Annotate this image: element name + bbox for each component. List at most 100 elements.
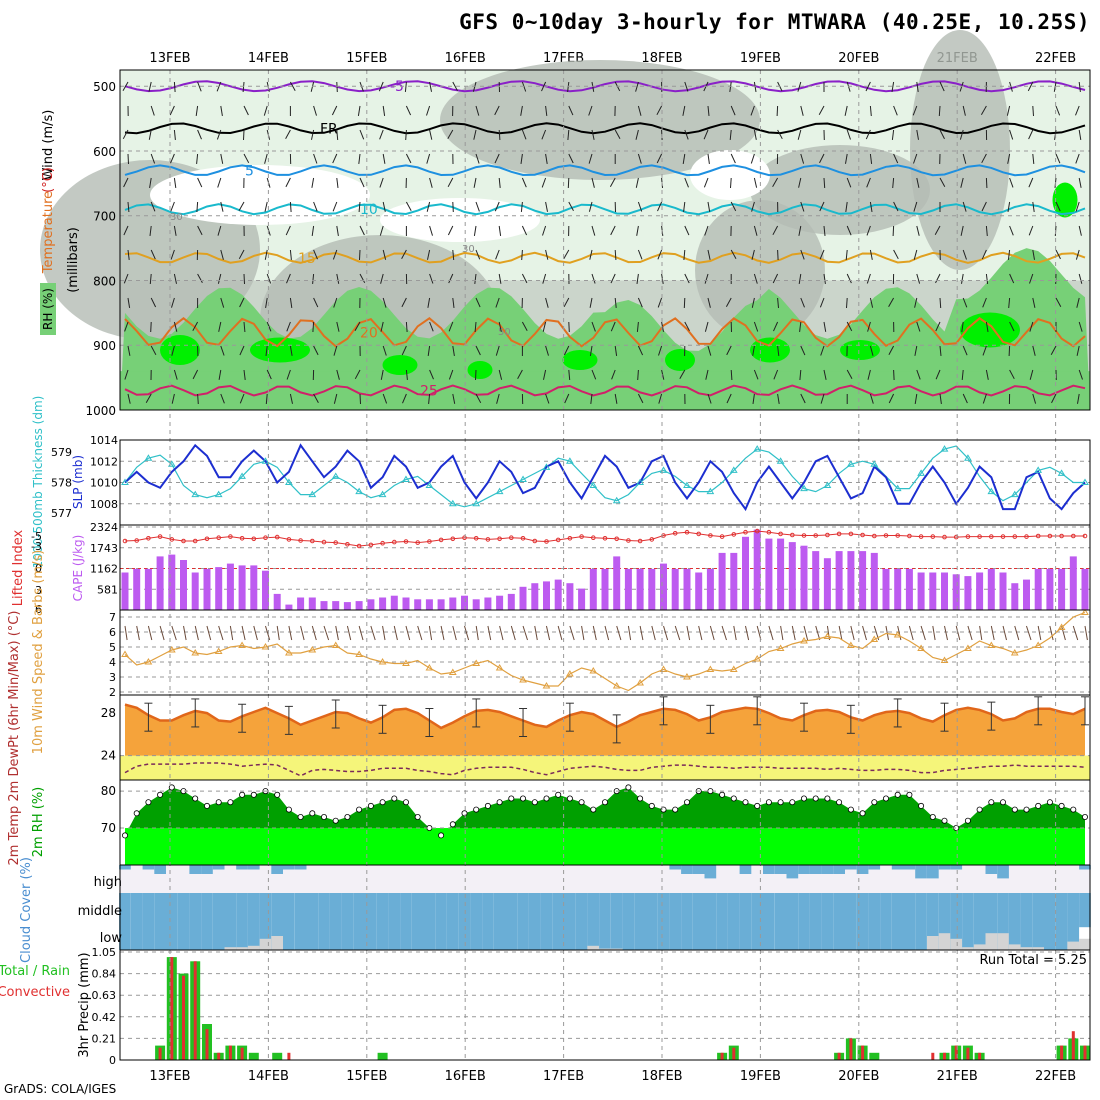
wind-barb (985, 177, 988, 189)
surface-wind-barb (229, 625, 234, 641)
axis-label-temp2m: 2m Temp 2m DewPt (6hr Min/Max) (°C) (7, 611, 22, 866)
thickness-marker (285, 478, 293, 485)
wind-barb (405, 129, 407, 141)
cloud-mid-bar (154, 893, 166, 950)
wind-barb (682, 153, 686, 164)
li-marker (778, 531, 783, 537)
wind-barb (846, 129, 851, 140)
cloud-high-bar (212, 865, 225, 870)
wind-barb (1009, 177, 1014, 188)
wind-barb (589, 345, 593, 356)
cloud-level-low: low (100, 931, 123, 946)
wind-barb (1075, 153, 1080, 164)
wind-barb (521, 321, 528, 331)
thickness-marker (729, 466, 738, 473)
rh2m-marker (765, 799, 772, 806)
date-label-bottom: 16FEB (445, 1069, 486, 1084)
wind-barb (171, 345, 175, 356)
wind-barb (869, 201, 873, 212)
wind-barb (753, 321, 759, 332)
wind-barb (149, 273, 152, 285)
surface-wind-barb (1049, 625, 1054, 641)
wind-barb (962, 249, 967, 260)
cloud-mid-bar (177, 893, 190, 950)
wind-barb (800, 249, 805, 260)
cape-bar (882, 568, 890, 610)
wind-barb (1007, 201, 1011, 212)
wind-barb (217, 177, 222, 188)
wind-barb (869, 249, 873, 260)
wind-barb (893, 105, 898, 116)
rh2m-marker (250, 791, 257, 798)
rh-contour-label: 30 (170, 212, 183, 223)
li-marker (216, 535, 221, 541)
wind-barb (610, 225, 616, 236)
li-line (124, 530, 1085, 547)
cape-bar (952, 574, 960, 610)
wind-barb (520, 105, 523, 116)
rh2m-marker (578, 799, 585, 806)
rh2m-marker (730, 795, 737, 802)
cape-bar (414, 599, 422, 610)
cloud-mid-bar (880, 893, 892, 950)
wind-marker (402, 659, 410, 666)
surface-wind-barb (124, 625, 128, 641)
wind-barb (148, 129, 152, 140)
axis-label-pressure: (millibars) (66, 227, 81, 293)
rh2m-marker (859, 810, 866, 817)
li-marker (181, 538, 186, 544)
thickness-marker (191, 490, 200, 498)
rh2m-marker (1035, 802, 1042, 809)
cloud-high-bar (903, 865, 916, 870)
precip-conv-bar (837, 1052, 841, 1060)
cape-bar (461, 595, 468, 610)
wind-barb (495, 249, 500, 260)
cloud-mid-bar (1008, 893, 1021, 950)
wind-barb (1078, 225, 1082, 236)
wind-barb (541, 177, 547, 188)
cloud-low-bar (1020, 947, 1033, 950)
li-marker (485, 537, 491, 542)
wind-marker (285, 649, 293, 656)
wind-barb (820, 345, 825, 356)
cape-bar (320, 601, 328, 610)
wind-barb (751, 297, 755, 308)
thickness-marker (331, 472, 340, 479)
cape-bar (823, 558, 831, 610)
li-marker (872, 533, 877, 539)
temp-tick-label: 24 (101, 749, 116, 763)
surface-wind-barb (171, 625, 177, 641)
cape-bar (730, 552, 738, 610)
wind-barb (609, 177, 616, 187)
cape-bar (332, 601, 340, 610)
surface-wind-barb (838, 625, 843, 641)
surface-wind-barb (616, 625, 622, 641)
wind-barb (401, 345, 407, 356)
wind-barb (935, 369, 941, 380)
wind-barb (521, 273, 528, 284)
wind-barb (192, 369, 199, 380)
thickness-line (124, 445, 1085, 508)
wind-marker (659, 665, 668, 672)
li-marker (930, 534, 936, 539)
isotherm-label: 15 (298, 251, 316, 267)
wind-barb (380, 369, 384, 380)
li-marker (263, 535, 268, 541)
precip-conv-bar (720, 1052, 724, 1060)
date-label-top: 16FEB (445, 51, 486, 66)
rh2m-marker (1046, 799, 1053, 806)
wind-barb (150, 105, 155, 116)
surface-wind-barb (733, 625, 737, 641)
cloud-mid-bar (376, 893, 389, 950)
wind-barb (124, 369, 129, 380)
wind-barb (750, 105, 755, 116)
precip-conv-bar (931, 1052, 935, 1060)
surface-wind-barb (1014, 625, 1020, 641)
wind-barb (637, 345, 644, 356)
cloud-low-bar (1079, 938, 1091, 950)
wind-barb (127, 249, 130, 260)
cloud-high-bar (833, 865, 845, 874)
wind-barb (448, 369, 454, 380)
axis-label-rh2m: 2m RH (%) (31, 787, 46, 858)
cloud-high-bar (119, 865, 131, 870)
